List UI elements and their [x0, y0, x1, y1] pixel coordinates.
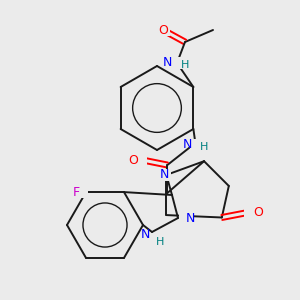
Bar — [157, 169, 171, 181]
Bar — [143, 234, 157, 246]
Text: N: N — [141, 227, 150, 241]
Text: O: O — [158, 23, 168, 37]
Text: H: H — [156, 237, 164, 247]
Text: F: F — [73, 186, 80, 199]
Bar — [168, 57, 182, 69]
Text: N: N — [186, 212, 195, 224]
Bar — [179, 212, 193, 224]
Text: N: N — [163, 56, 172, 70]
Bar — [134, 154, 147, 166]
Bar — [244, 206, 258, 218]
Bar — [72, 186, 88, 198]
Text: O: O — [253, 206, 263, 219]
Text: H: H — [181, 60, 189, 70]
Text: N: N — [183, 139, 192, 152]
Bar — [156, 24, 170, 36]
Text: O: O — [128, 154, 138, 166]
Text: N: N — [160, 168, 169, 182]
Bar — [190, 139, 204, 151]
Text: H: H — [200, 142, 209, 152]
